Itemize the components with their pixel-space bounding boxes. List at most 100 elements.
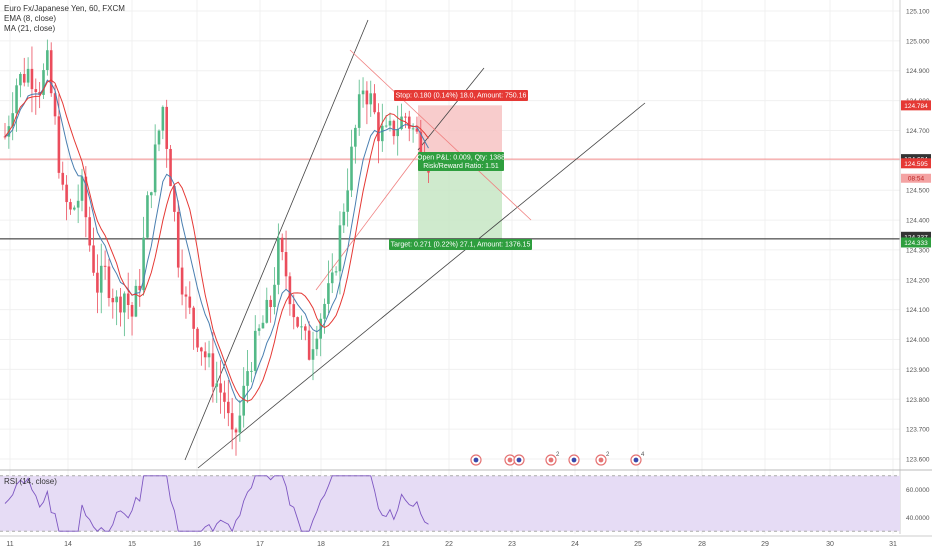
candle-body	[381, 125, 384, 142]
candle-body	[400, 116, 403, 130]
candle-body	[184, 294, 188, 297]
candle-body	[22, 73, 26, 83]
candle-body	[115, 296, 118, 303]
candle-body	[284, 252, 288, 277]
candle-body	[419, 131, 423, 158]
event-marker: 2	[595, 452, 610, 466]
y-tick-label: 123.900	[906, 367, 930, 374]
event-marker-count: 2	[606, 452, 610, 458]
y-tick-label: 123.600	[906, 457, 930, 464]
candle-body	[257, 328, 261, 331]
candle-body	[273, 284, 276, 308]
rsi-band	[0, 475, 900, 532]
price-tag: 124.333	[904, 240, 928, 247]
target-badge: Target: 0.271 (0.22%) 27.1, Amount: 1376…	[389, 239, 532, 250]
candle-body	[330, 272, 334, 284]
trend-line	[417, 67, 485, 151]
candle-body	[253, 330, 257, 371]
candle-body	[304, 326, 307, 331]
ma-line	[4, 79, 429, 402]
candle-body	[388, 120, 392, 126]
ema-label: EMA (8, close)	[4, 14, 57, 23]
candle-body	[69, 202, 72, 210]
candle-body	[396, 129, 399, 137]
candle-body	[357, 94, 361, 128]
candle-body	[80, 176, 84, 201]
stop-badge-bg	[394, 90, 528, 101]
candle-body	[392, 120, 396, 137]
pnl-badge-text: Open P&L: 0.009, Qty: 1388	[417, 155, 505, 162]
price-tag-bg	[901, 158, 931, 169]
event-marker	[568, 454, 580, 466]
x-tick-label: 30	[826, 541, 834, 548]
pnl-badge-text: Risk/Reward Ratio: 1.51	[423, 163, 499, 170]
candle-body	[373, 93, 376, 113]
candle-body	[342, 211, 346, 226]
candle-body	[138, 285, 142, 291]
candle-body	[377, 112, 380, 142]
candle-body	[88, 217, 91, 246]
x-tick-label: 22	[445, 541, 453, 548]
candle-body	[161, 106, 165, 131]
pnl-badge-bg	[418, 152, 504, 171]
x-tick-label: 14	[64, 541, 72, 548]
candle-body	[169, 148, 172, 187]
candle-body	[200, 347, 203, 352]
candle-body	[215, 383, 219, 387]
candle-body	[365, 90, 369, 105]
candle-body	[119, 296, 122, 313]
y-tick-label: 124.400	[906, 218, 930, 225]
candle-body	[123, 293, 126, 313]
candle-body	[99, 265, 103, 293]
candle-body	[34, 89, 38, 92]
price-tag-bg	[901, 231, 931, 242]
stop-badge-text: Stop: 0.180 (0.14%) 18.0, Amount: 750.16	[396, 93, 527, 100]
event-marker-dot	[516, 457, 522, 463]
trend-line	[315, 149, 422, 291]
candle-body	[157, 130, 161, 145]
candle-body	[73, 207, 76, 210]
candle-body	[323, 303, 326, 319]
event-marker	[470, 454, 482, 466]
trend-line	[349, 49, 532, 221]
target-badge-bg	[389, 239, 532, 250]
candle-body	[334, 271, 338, 273]
candle-body	[19, 73, 22, 86]
candle-body	[404, 116, 407, 118]
candle-body	[307, 330, 311, 360]
candle-body	[11, 113, 14, 127]
candle-body	[76, 200, 80, 208]
chart-legend: Euro Fx/Japanese Yen, 60, FXCM EMA (8, c…	[4, 4, 125, 34]
event-marker-count: 4	[641, 452, 645, 458]
candle-body	[346, 190, 349, 212]
trend-line	[197, 102, 646, 469]
rsi-tick-label: 60.0000	[906, 487, 930, 494]
y-tick-label: 124.500	[906, 188, 930, 195]
price-tag: 124.784	[904, 103, 928, 110]
x-tick-label: 24	[571, 541, 579, 548]
candle-body	[354, 127, 357, 147]
x-tick-label: 11	[6, 541, 13, 548]
candle-body	[84, 176, 88, 218]
candle-body	[296, 317, 299, 327]
x-tick-label: 15	[128, 541, 136, 548]
candle-body	[415, 128, 419, 132]
candle-body	[288, 276, 292, 305]
candle-body	[153, 144, 157, 193]
price-tag-bg	[901, 237, 931, 248]
candle-body	[234, 429, 238, 433]
price-tag: 124.595	[904, 161, 928, 168]
candle-body	[65, 184, 68, 203]
event-marker: 4	[630, 452, 645, 466]
candle-body	[3, 136, 7, 138]
candle-body	[188, 296, 192, 308]
x-tick-label: 16	[193, 541, 201, 548]
y-tick-label: 125.000	[906, 38, 930, 45]
candle-body	[211, 353, 215, 387]
y-tick-label: 124.200	[906, 277, 930, 284]
candles-group	[3, 39, 430, 456]
y-tick-label: 123.700	[906, 427, 930, 434]
